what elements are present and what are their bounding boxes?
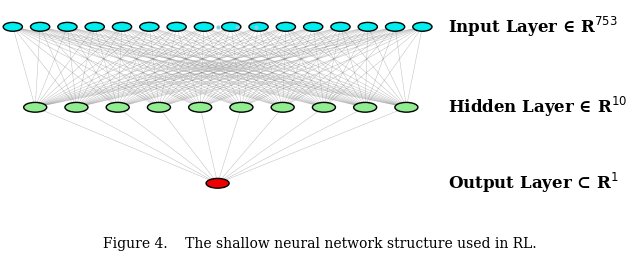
Ellipse shape	[167, 22, 186, 31]
Ellipse shape	[147, 102, 170, 112]
Ellipse shape	[85, 22, 104, 31]
Ellipse shape	[140, 22, 159, 31]
Text: Hidden Layer ∈ R$^{10}$: Hidden Layer ∈ R$^{10}$	[448, 95, 627, 119]
Ellipse shape	[385, 22, 404, 31]
Ellipse shape	[230, 102, 253, 112]
Ellipse shape	[113, 22, 132, 31]
Ellipse shape	[106, 102, 129, 112]
Ellipse shape	[354, 102, 377, 112]
Ellipse shape	[312, 102, 335, 112]
Text: Output Layer ⊂ R$^{1}$: Output Layer ⊂ R$^{1}$	[448, 171, 619, 195]
Ellipse shape	[189, 102, 212, 112]
Ellipse shape	[358, 22, 378, 31]
Ellipse shape	[65, 102, 88, 112]
Ellipse shape	[413, 22, 432, 31]
Ellipse shape	[395, 102, 418, 112]
Ellipse shape	[331, 22, 350, 31]
Text: Input Layer ∈ R$^{753}$: Input Layer ∈ R$^{753}$	[448, 15, 618, 39]
Ellipse shape	[276, 22, 296, 31]
Ellipse shape	[303, 22, 323, 31]
Ellipse shape	[3, 22, 22, 31]
Text: Figure 4.    The shallow neural network structure used in RL.: Figure 4. The shallow neural network str…	[103, 237, 537, 251]
Ellipse shape	[195, 22, 214, 31]
Ellipse shape	[271, 102, 294, 112]
Ellipse shape	[31, 22, 50, 31]
Ellipse shape	[206, 178, 229, 188]
Ellipse shape	[249, 22, 268, 31]
Ellipse shape	[24, 102, 47, 112]
Ellipse shape	[221, 22, 241, 31]
Ellipse shape	[58, 22, 77, 31]
